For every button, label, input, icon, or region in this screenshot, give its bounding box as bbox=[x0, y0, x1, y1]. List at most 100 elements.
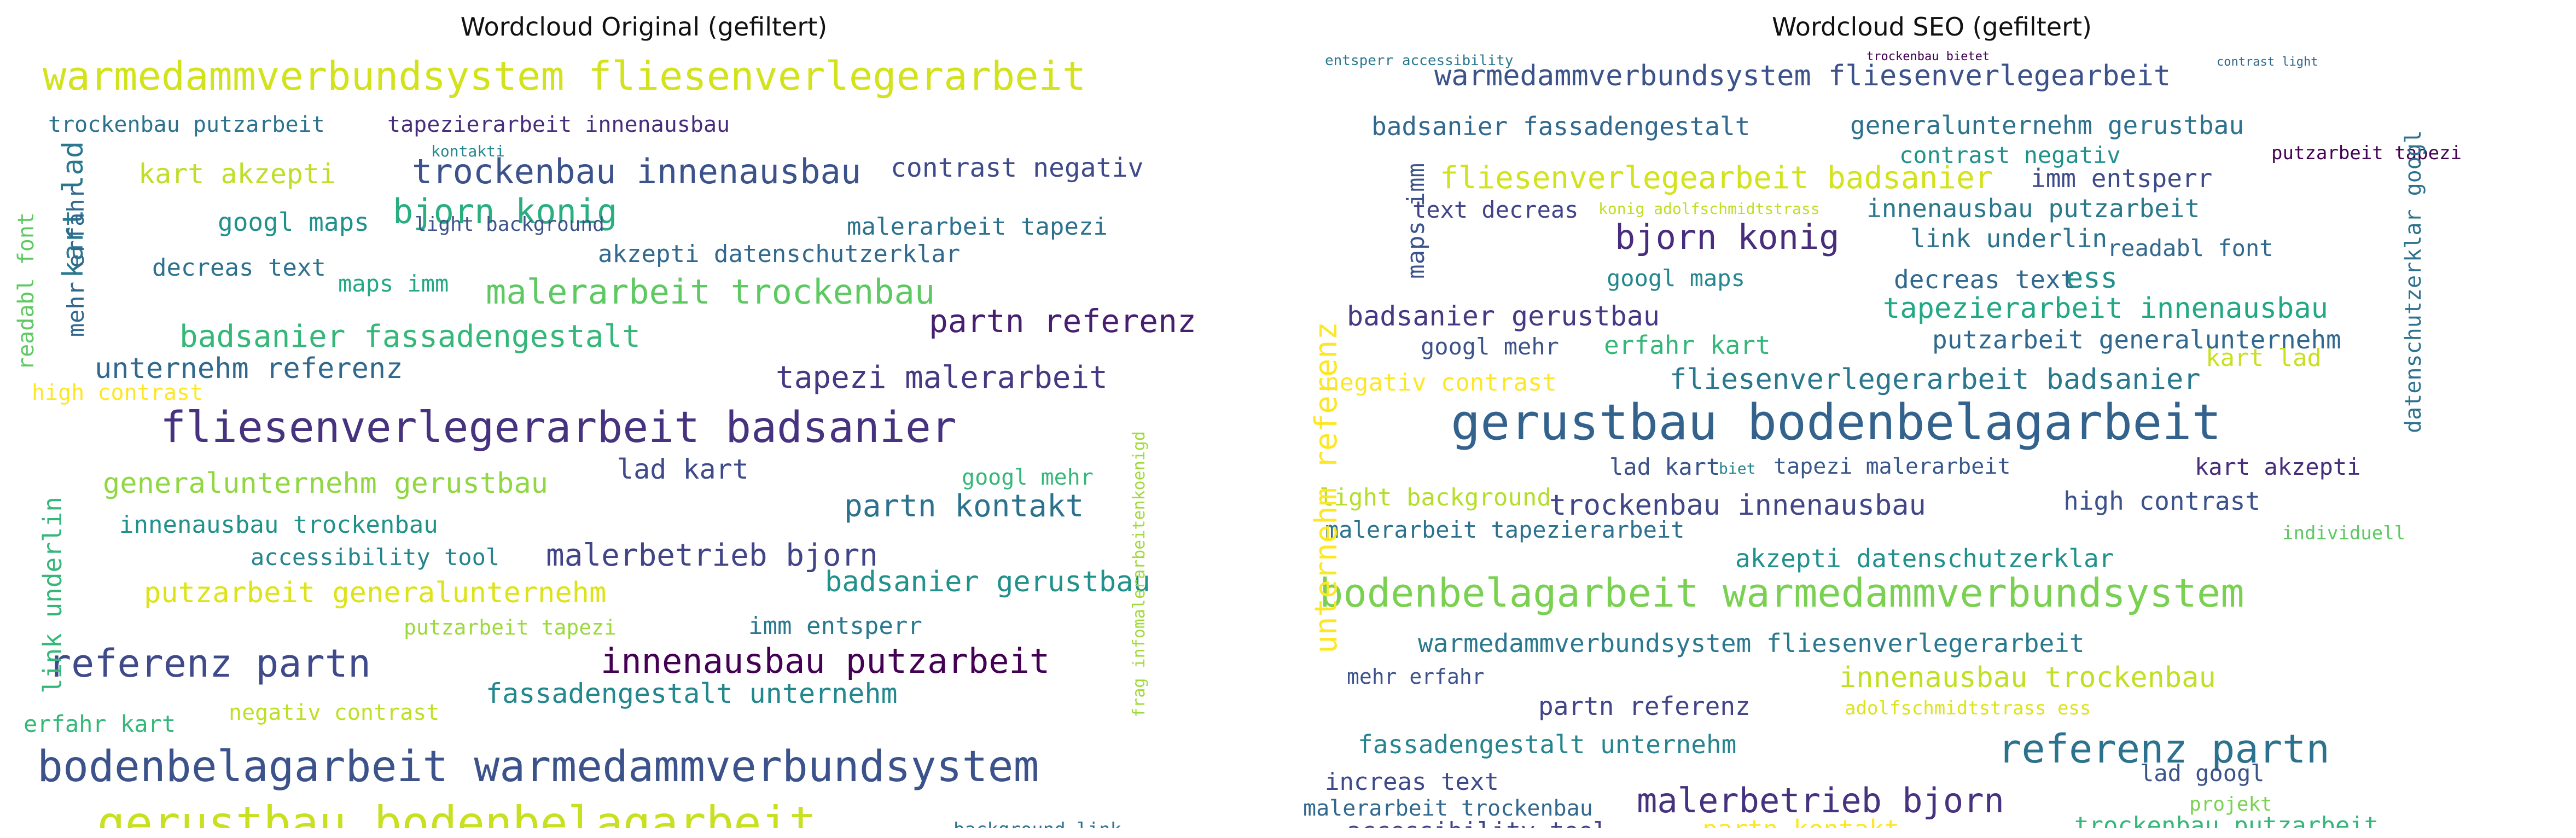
panel-title: Wordcloud SEO (gefiltert) bbox=[1772, 12, 2092, 42]
wordcloud-word: googl mehr bbox=[1421, 333, 1559, 360]
wordcloud-word: referenz partn bbox=[48, 641, 371, 686]
wordcloud-word: increas text bbox=[1325, 768, 1499, 796]
wordcloud-word: negativ contrast bbox=[229, 700, 440, 725]
wordcloud-word: bjorn konig bbox=[393, 191, 618, 231]
wordcloud-word: background link bbox=[953, 820, 1121, 828]
wordcloud-word: contrast negativ bbox=[891, 153, 1144, 183]
wordcloud-word: light background bbox=[415, 213, 604, 236]
wordcloud-word: googl maps bbox=[218, 207, 369, 237]
wordcloud-word: mehr erfahr bbox=[1347, 665, 1485, 689]
wordcloud-word: kart akzepti bbox=[138, 158, 336, 190]
panel-title: Wordcloud Original (gefiltert) bbox=[460, 12, 828, 42]
wordcloud-word: partn referenz bbox=[1538, 691, 1751, 721]
wordcloud-word: accessibility tool bbox=[251, 544, 500, 571]
wordcloud-word: kart lad bbox=[2206, 344, 2322, 372]
wordcloud-word: contrast light bbox=[2217, 55, 2318, 69]
wordcloud-word: putzarbeit tapezi bbox=[404, 615, 617, 639]
wordcloud-word: link underlin bbox=[38, 497, 67, 694]
wordcloud-word: malerarbeit trockenbau bbox=[1303, 796, 1593, 821]
wordcloud-word: bodenbelagarbeit warmedammverbundsystem bbox=[37, 742, 1039, 792]
wordcloud-word: innenausbau putzarbeit bbox=[601, 641, 1050, 681]
wordcloud-word: text decreas bbox=[1412, 196, 1579, 223]
wordcloud-word: tapezierarbeit innenausbau bbox=[387, 112, 730, 137]
wordcloud-word: akzepti datenschutzerklar bbox=[1735, 544, 2114, 573]
wordcloud-word: readabl font bbox=[2107, 235, 2273, 261]
wordcloud-word: tapezi malerarbeit bbox=[776, 360, 1108, 395]
wordcloud-word: konig adolfschmidtstrass bbox=[1598, 200, 1820, 218]
wordcloud-word: trockenbau putzarbeit bbox=[48, 112, 325, 137]
wordcloud-word: ess bbox=[2066, 262, 2118, 295]
wordcloud-word: adolfschmidtstrass ess bbox=[1845, 697, 2091, 719]
wordcloud-word: gerustbau bodenbelagarbeit bbox=[97, 796, 817, 828]
wordcloud-word: individuell bbox=[2282, 522, 2406, 544]
wordcloud-word: partn referenz bbox=[929, 302, 1196, 340]
wordcloud-word: mehr erfahr bbox=[62, 185, 89, 337]
wordcloud-word: accessibility tool bbox=[1347, 819, 1608, 829]
wordcloud-word: negativ contrast bbox=[1325, 369, 1557, 397]
wordcloud-word: badsanier fassadengestalt bbox=[1371, 112, 1751, 141]
wordcloud-word: warmedammverbundsystem fliesenverlegerar… bbox=[1418, 628, 2085, 658]
wordcloud-word: decreas text bbox=[152, 254, 326, 282]
wordcloud-word: generalunternehm gerustbau bbox=[103, 467, 548, 500]
wordcloud-word: malerarbeit tapezi bbox=[847, 213, 1108, 241]
wordcloud-word: fliesenverlegerarbeit badsanier bbox=[160, 403, 957, 452]
wordcloud-word: fassadengestalt unternehm bbox=[486, 678, 898, 709]
wordcloud-word: erfahr kart bbox=[1604, 330, 1771, 360]
wordcloud-word: warmedammverbundsystem fliesenverlegearb… bbox=[1434, 60, 2171, 92]
wordcloud-word: unternehm referenz bbox=[1309, 322, 1344, 654]
wordcloud-word: trockenbau putzarbeit bbox=[2074, 812, 2379, 829]
wordcloud-word: entsperr accessibility bbox=[1325, 53, 1514, 69]
wordcloud-word: badsanier gerustbau bbox=[1347, 300, 1660, 332]
wordcloud-word: maps imm bbox=[338, 270, 449, 297]
wordcloud-original-panel: Wordcloud Original (gefiltert) warmedamm… bbox=[14, 12, 1196, 828]
wordcloud-word: high contrast bbox=[32, 380, 203, 405]
wordcloud-word: innenausbau trockenbau bbox=[119, 511, 438, 539]
wordcloud-word: kontakti bbox=[431, 142, 505, 160]
wordcloud-word: imm entsperr bbox=[748, 612, 922, 640]
wordcloud-word: warmedammverbundsystem fliesenverlegerar… bbox=[43, 53, 1086, 99]
wordcloud-word: putzarbeit tapezi bbox=[2271, 142, 2462, 164]
wordcloud-word: malerarbeit tapezierarbeit bbox=[1325, 516, 1685, 543]
wordcloud-word: gerustbau bodenbelagarbeit bbox=[1451, 394, 2222, 451]
wordcloud-word: akzepti datenschutzerklar bbox=[598, 240, 961, 268]
wordcloud-word: malerbetrieb bjorn bbox=[1637, 781, 2004, 820]
wordcloud-word: lad googl bbox=[2140, 760, 2265, 787]
wordcloud-word: datenschutzerklar googl bbox=[2401, 130, 2426, 433]
wordcloud-word: lad kart bbox=[1609, 453, 1720, 480]
wordcloud-word: imm entsperr bbox=[2031, 164, 2213, 193]
wordcloud-word: trockenbau bietet bbox=[1866, 50, 1990, 63]
wordcloud-word: trockenbau innenausbau bbox=[1549, 489, 1926, 522]
wordcloud-word: light background bbox=[1319, 484, 1551, 511]
wordcloud-word: googl maps bbox=[1607, 265, 1745, 292]
wordcloud-word: maps imm bbox=[1402, 163, 1430, 279]
wordcloud-word: googl mehr bbox=[962, 465, 1094, 490]
wordcloud-word: high contrast bbox=[2063, 486, 2261, 516]
wordcloud-word: badsanier fassadengestalt bbox=[179, 319, 641, 354]
wordcloud-word: readabl font bbox=[14, 212, 39, 370]
wordcloud-word: referenz partn bbox=[1998, 726, 2330, 772]
wordcloud-word: erfahr kart bbox=[24, 711, 176, 737]
wordcloud-word: tapezierarbeit innenausbau bbox=[1883, 292, 2328, 325]
wordcloud-word: bjorn konig bbox=[1615, 217, 1840, 257]
wordcloud-word: fliesenverlegearbeit badsanier bbox=[1440, 160, 1993, 196]
wordcloud-word: biet bbox=[1719, 459, 1756, 478]
wordcloud-word: frag infomalerarbeitenkoenigd bbox=[1130, 431, 1149, 718]
wordcloud-word: trockenbau innenausbau bbox=[412, 152, 862, 191]
wordcloud-word: unternehm referenz bbox=[95, 352, 403, 385]
wordcloud-word: badsanier gerustbau bbox=[825, 566, 1150, 598]
wordcloud-word: kart akzepti bbox=[2195, 453, 2361, 480]
wordcloud-word: fliesenverlegerarbeit badsanier bbox=[1670, 363, 2201, 396]
wordcloud-word: innenausbau trockenbau bbox=[1839, 661, 2216, 694]
wordcloud-word: projekt bbox=[2189, 793, 2272, 816]
wordcloud-word: link underlin bbox=[1910, 224, 2108, 253]
wordcloud-word: partn kontakt bbox=[844, 488, 1084, 524]
wordcloud-word: malerarbeit trockenbau bbox=[486, 272, 935, 312]
wordcloud-seo: entsperr accessibility trockenbau bietet c… bbox=[1298, 48, 2566, 828]
wordcloud-word: fassadengestalt unternehm bbox=[1358, 730, 1737, 759]
wordcloud-word: lad kart bbox=[617, 453, 749, 485]
wordcloud-word: bodenbelagarbeit warmedammverbundsystem bbox=[1319, 570, 2244, 616]
wordcloud-word: decreas text bbox=[1894, 265, 2076, 294]
wordcloud-word: tapezi malerarbeit bbox=[1773, 454, 2011, 479]
wordcloud-word: partn kontakt bbox=[1702, 817, 1899, 828]
wordcloud-seo-panel: Wordcloud SEO (gefiltert) entsperr acces… bbox=[1288, 0, 2576, 838]
